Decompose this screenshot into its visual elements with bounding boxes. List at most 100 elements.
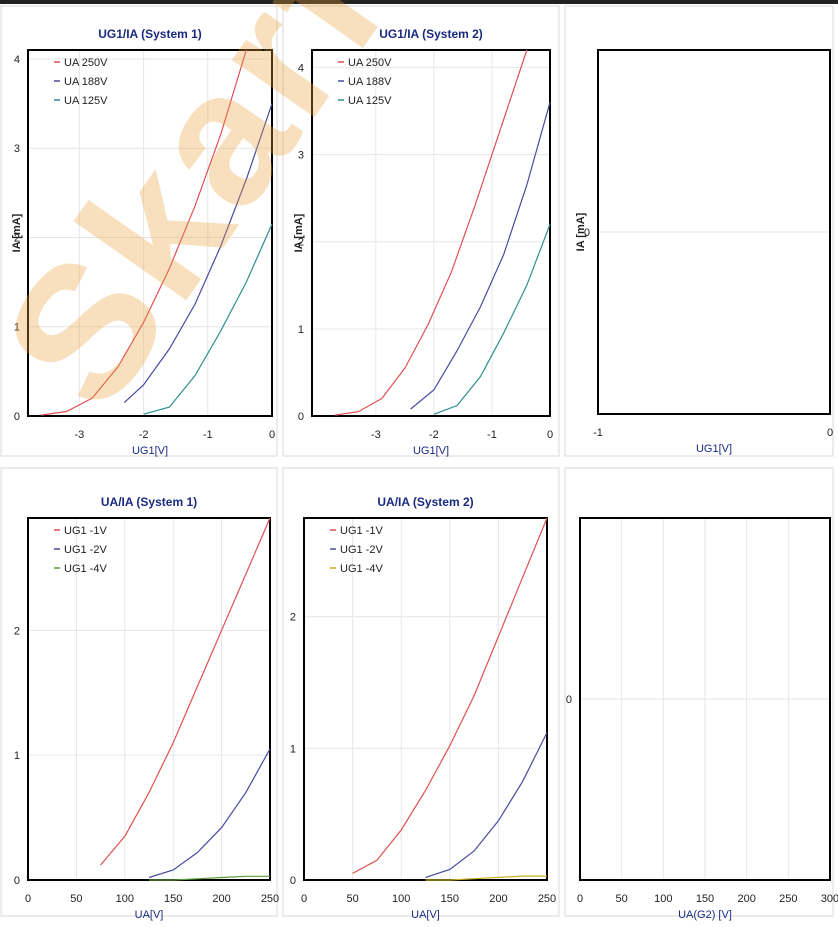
x-tick-label: -3 xyxy=(371,429,381,441)
x-tick-label: 250 xyxy=(261,893,279,905)
y-tick-label: 2 xyxy=(14,625,20,637)
x-axis-label: UA[V] xyxy=(135,909,164,921)
chart-panel-ug1-ia-empty: -1 0 0 UG1[V] IA [mA] xyxy=(564,0,838,462)
y-tick-label: 4 xyxy=(298,62,304,74)
panel-frame xyxy=(282,5,560,457)
legend-entry: UA 188V xyxy=(348,76,392,88)
x-tick-label: 0 xyxy=(301,893,307,905)
series-line xyxy=(352,517,548,874)
chart-svg: 0 50 100 150 200 250 0 1 2 UA/IA (System 1) UA[V] U… xyxy=(0,467,279,921)
y-tick-label: 2 xyxy=(290,612,296,624)
chart-svg: 0 50 100 150 200 250 0 1 2 UA/IA (System 2) UA[V] U… xyxy=(282,467,560,921)
panel-frame xyxy=(0,467,278,917)
panel-frame xyxy=(282,467,560,917)
x-axis-label: UG1[V] xyxy=(413,445,449,457)
chart-panel-ug1-ia-system1: -3 -2 -1 0 0 1 2 3 4 UG1/IA (System 1) UG1[V] IA [m… xyxy=(0,0,282,462)
y-tick-label: 0 xyxy=(298,411,304,423)
legend-entry: UG1 -2V xyxy=(340,544,383,556)
series-line xyxy=(40,49,247,416)
x-tick-label: 0 xyxy=(269,429,275,441)
series-line xyxy=(149,875,270,881)
chart-title: UA/IA (System 1) xyxy=(101,495,197,509)
chart-panel-ua-ia-system2: 0 50 100 150 200 250 0 1 2 UA/IA (System 2) UA[V] U… xyxy=(282,462,564,922)
chart-svg: 0 50 100 150 200 250 300 0 UA(G2) [V] xyxy=(564,467,838,921)
y-axis-label: IA [mA] xyxy=(575,212,587,251)
legend-entry: UG1 -1V xyxy=(64,525,107,537)
plot-area xyxy=(27,49,273,417)
x-tick-label: -2 xyxy=(139,429,149,441)
y-tick-label: 0 xyxy=(566,694,572,706)
x-tick-label: 0 xyxy=(547,429,553,441)
x-tick-label: 150 xyxy=(441,893,459,905)
chart-svg: -1 0 0 UG1[V] IA [mA] xyxy=(564,5,834,457)
series-line xyxy=(148,748,271,879)
series-line xyxy=(410,102,551,410)
series-line xyxy=(433,224,551,415)
chart-panel-ug1-ia-system2: -3 -2 -1 0 0 1 2 3 4 UG1/IA (System 2) UG1[V] IA [m… xyxy=(282,0,564,462)
y-tick-label: 1 xyxy=(298,324,304,336)
y-axis-label: IA [mA] xyxy=(293,213,305,252)
y-axis-label: IA [mA] xyxy=(11,213,23,252)
x-axis-label: UA(G2) [V] xyxy=(678,909,732,921)
series-line xyxy=(425,732,548,878)
y-tick-label: 0 xyxy=(14,875,20,887)
chart-svg: -3 -2 -1 0 0 1 2 3 4 UG1/IA (System 1) UG1[V] IA [m… xyxy=(0,5,278,457)
x-tick-label: 250 xyxy=(538,893,556,905)
chart-title: UG1/IA (System 1) xyxy=(98,27,202,41)
series-line xyxy=(100,517,271,866)
panel-frame xyxy=(564,5,834,457)
plot-area xyxy=(311,49,551,417)
y-tick-label: 1 xyxy=(290,743,296,755)
x-tick-label: 200 xyxy=(489,893,507,905)
x-axis-label: UG1[V] xyxy=(132,445,168,457)
legend-entry: UG1 -4V xyxy=(340,563,383,575)
top-border xyxy=(0,0,838,4)
x-tick-label: 0 xyxy=(827,427,833,439)
x-tick-label: 150 xyxy=(164,893,182,905)
series-line xyxy=(335,49,528,416)
series-line xyxy=(425,875,547,881)
series-line xyxy=(143,223,273,415)
x-tick-label: 50 xyxy=(616,893,628,905)
x-tick-label: 50 xyxy=(70,893,82,905)
x-tick-label: -3 xyxy=(74,429,84,441)
plot-area xyxy=(579,517,831,881)
x-tick-label: -1 xyxy=(593,427,603,439)
series-line xyxy=(123,103,273,404)
chart-title: UG1/IA (System 2) xyxy=(379,27,483,41)
y-tick-label: 3 xyxy=(298,150,304,162)
x-tick-label: 100 xyxy=(116,893,134,905)
y-tick-label: 1 xyxy=(14,750,20,762)
x-tick-label: -2 xyxy=(429,429,439,441)
x-tick-label: 0 xyxy=(25,893,31,905)
x-tick-label: 0 xyxy=(577,893,583,905)
y-tick-label: 1 xyxy=(14,322,20,334)
chart-svg: -3 -2 -1 0 0 1 2 3 4 UG1/IA (System 2) UG1[V] IA [m… xyxy=(282,5,560,457)
y-tick-label: 0 xyxy=(290,875,296,887)
y-tick-label: 2 xyxy=(14,232,20,244)
plot-area xyxy=(597,49,831,415)
panel-frame xyxy=(0,5,278,457)
x-tick-label: 250 xyxy=(779,893,797,905)
x-tick-label: 200 xyxy=(212,893,230,905)
x-tick-label: -1 xyxy=(487,429,497,441)
legend-entry: UA 250V xyxy=(64,57,108,69)
legend-entry: UA 125V xyxy=(348,95,392,107)
legend-entry: UG1 -4V xyxy=(64,563,107,575)
x-tick-label: 200 xyxy=(737,893,755,905)
x-tick-label: 100 xyxy=(654,893,672,905)
x-tick-label: -1 xyxy=(203,429,213,441)
legend-entry: UA 188V xyxy=(64,76,108,88)
x-tick-label: 50 xyxy=(346,893,358,905)
y-tick-label: 3 xyxy=(14,143,20,155)
chart-panel-ua-ia-system1: 0 50 100 150 200 250 0 1 2 UA/IA (System 1) UA[V] U… xyxy=(0,462,282,922)
legend-entry: UA 250V xyxy=(348,57,392,69)
y-tick-label: 0 xyxy=(584,227,590,239)
x-axis-label: UG1[V] xyxy=(696,443,732,455)
panel-frame xyxy=(564,467,834,917)
x-axis-label: UA[V] xyxy=(411,909,440,921)
legend-entry: UG1 -2V xyxy=(64,544,107,556)
x-tick-label: 150 xyxy=(696,893,714,905)
y-tick-label: 0 xyxy=(14,411,20,423)
y-tick-label: 2 xyxy=(298,237,304,249)
